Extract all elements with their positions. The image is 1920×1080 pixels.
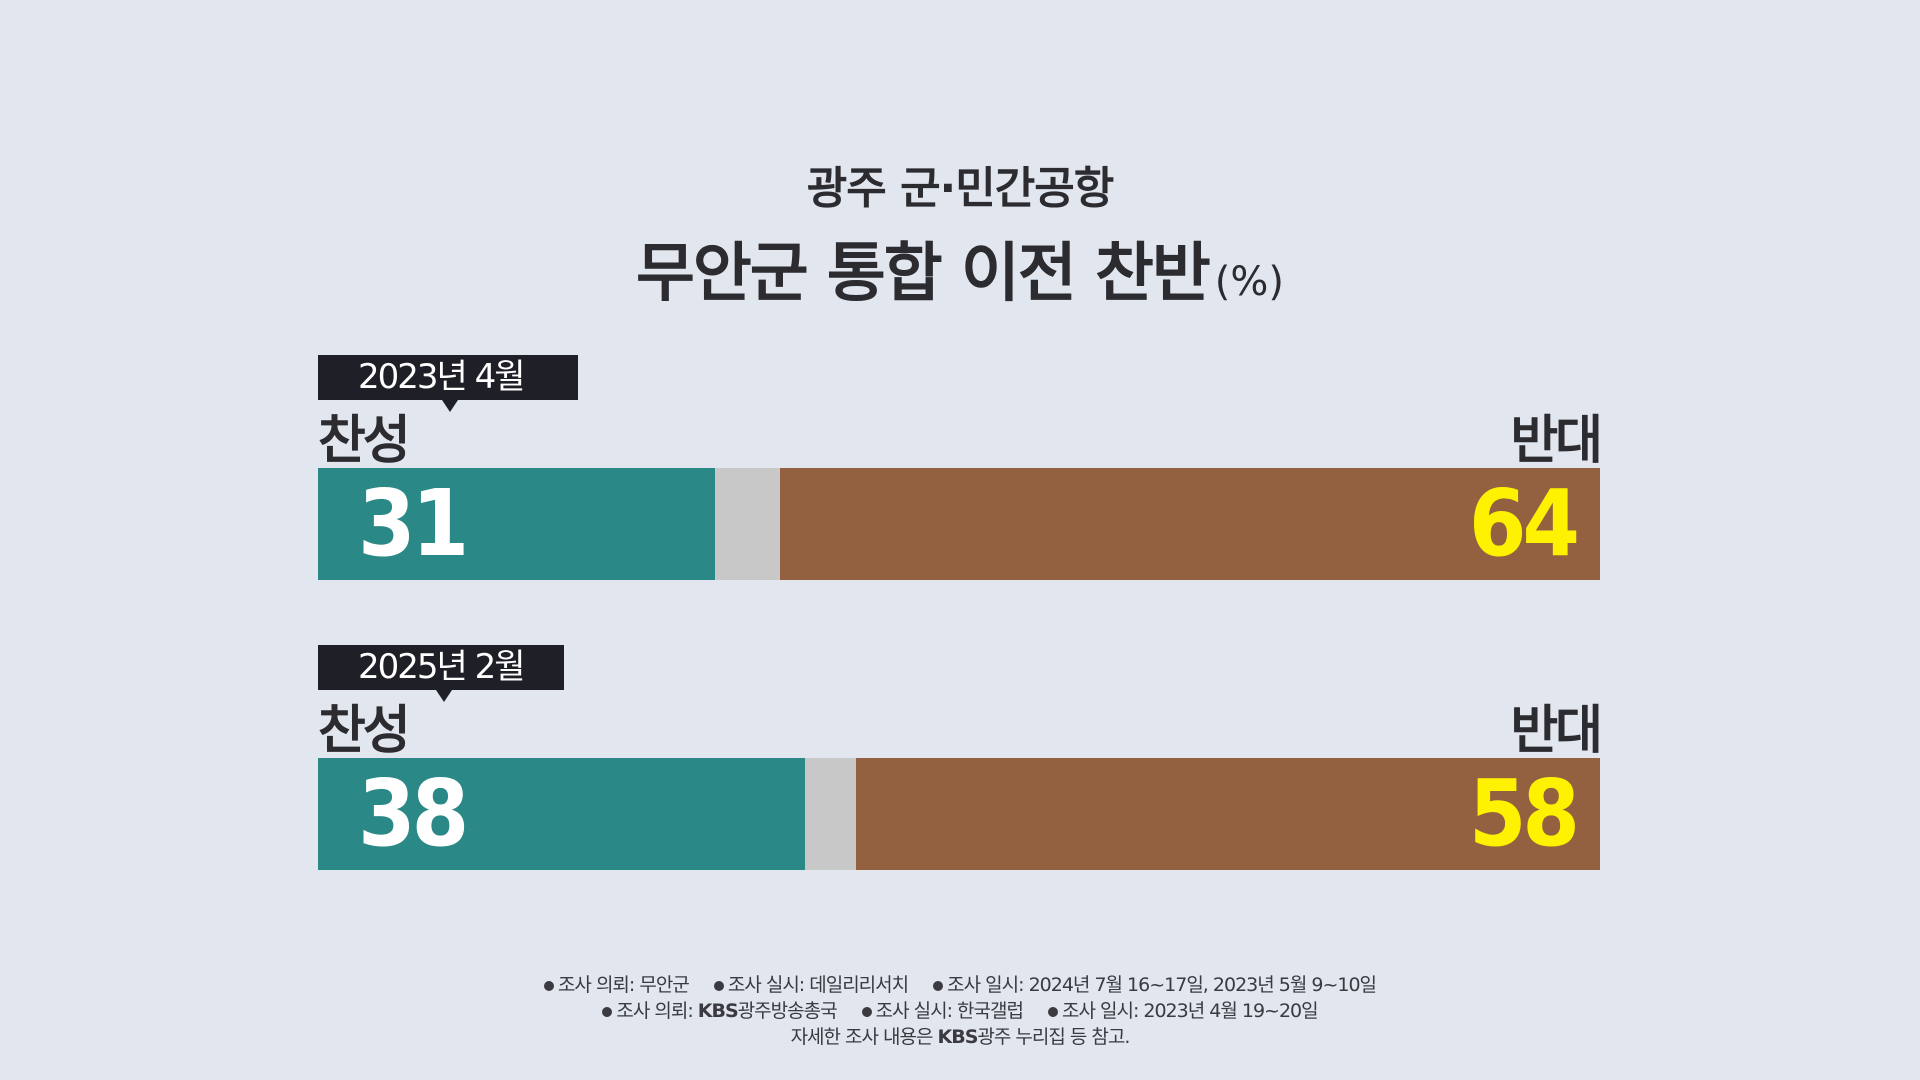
note-item: 조사 실시: 한국갤럽 [861, 1000, 1024, 1022]
bar-segment-against [856, 758, 1600, 870]
bar-segment-neutral [715, 468, 780, 580]
note-item: 조사 일시: 2024년 7월 16~17일, 2023년 5월 9~10일 [933, 974, 1377, 996]
date-tag: 2023년 4월 [318, 355, 578, 412]
bar-segment-for [318, 468, 716, 580]
survey-row-2025: 2025년 2월 찬성 반대 38 58 [318, 645, 1603, 945]
stacked-bar: 38 58 [318, 758, 1600, 870]
bullet-icon [713, 981, 724, 991]
bullet-icon [933, 981, 944, 991]
notes-line-3: 자세한 조사 내용은 KBS광주 누리집 등 참고. [790, 1026, 1131, 1048]
bullet-icon [1047, 1007, 1058, 1017]
value-label-against: 64 [1468, 470, 1580, 577]
chart-title-text: 무안군 통합 이전 찬반 [636, 237, 1211, 311]
date-tag: 2025년 2월 [318, 645, 564, 702]
date-tag-pointer [442, 400, 458, 412]
label-for: 찬성 [318, 411, 411, 471]
bullet-icon [861, 1007, 872, 1017]
date-label: 2025년 2월 [358, 647, 526, 687]
date-label: 2023년 4월 [358, 357, 526, 397]
survey-row-2023: 2023년 4월 찬성 반대 31 64 [318, 355, 1603, 655]
note-item: 조사 의뢰: 무안군 [543, 974, 690, 996]
notes-line-2: 조사 의뢰: KBS광주방송총국 조사 실시: 한국갤럽 조사 일시: 2023… [0, 998, 1920, 1024]
note-item: 조사 의뢰: KBS광주방송총국 [602, 1000, 838, 1022]
value-label-for: 31 [358, 470, 469, 577]
note-item: 조사 일시: 2023년 4월 19~20일 [1047, 1000, 1319, 1022]
label-for: 찬성 [318, 701, 411, 761]
notes-line-1: 조사 의뢰: 무안군 조사 실시: 데일리리서치 조사 일시: 2024년 7월… [0, 972, 1920, 998]
bullet-icon [543, 981, 554, 991]
chart-subtitle: 광주 군·민간공항 [806, 163, 1114, 214]
bar-segment-against [779, 468, 1600, 580]
note-item: 조사 실시: 데일리리서치 [713, 974, 909, 996]
unit-label: (%) [1214, 259, 1284, 305]
survey-notes: 조사 의뢰: 무안군 조사 실시: 데일리리서치 조사 일시: 2024년 7월… [0, 972, 1920, 1050]
bar-segment-neutral [805, 758, 857, 870]
label-against: 반대 [1510, 701, 1603, 761]
date-tag-pointer [436, 690, 452, 702]
bar-segment-for [318, 758, 806, 870]
label-against: 반대 [1510, 411, 1603, 471]
kbs-logo-text: KBS [697, 1000, 739, 1022]
bullet-icon [602, 1007, 613, 1017]
chart-title: 무안군 통합 이전 찬반 (%) [0, 222, 1920, 314]
value-label-for: 38 [358, 760, 469, 867]
stacked-bar: 31 64 [318, 468, 1600, 580]
value-label-against: 58 [1468, 760, 1580, 867]
kbs-logo-text: KBS [937, 1026, 979, 1048]
